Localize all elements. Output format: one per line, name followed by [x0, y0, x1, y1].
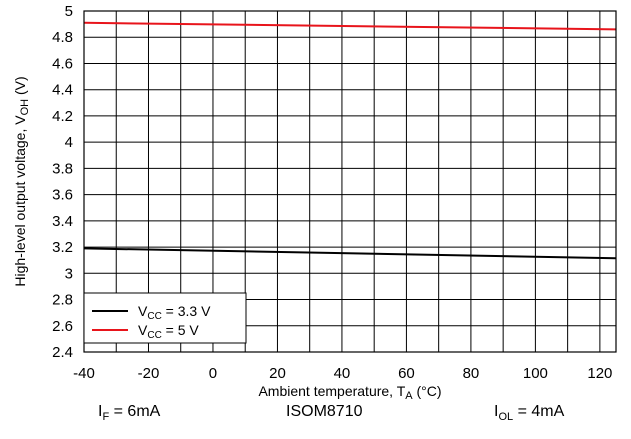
x-axis-label: Ambient temperature, TA (°C) [258, 383, 441, 402]
series-line-0 [83, 247, 617, 260]
y-tick-label: 3.4 [52, 213, 73, 230]
y-tick-label: 3.8 [52, 160, 73, 177]
y-tick-label: 4.4 [52, 82, 73, 99]
legend: VCC = 3.3 V VCC = 5 V [83, 292, 247, 344]
x-tick-label: 20 [269, 365, 286, 382]
x-tick-label: 60 [398, 365, 415, 382]
y-tick-labels: 2.4 2.6 2.8 3 3.2 3.4 3.6 3.8 4 4.2 4.4 4.6 4.8 5 [52, 3, 73, 361]
condition-output-current: IOL = 4mA [494, 403, 565, 424]
x-tick-label: -40 [73, 365, 95, 382]
series-lines [83, 21, 617, 260]
y-tick-label: 2.4 [52, 344, 73, 361]
legend-label-vcc-3v3: VCC = 3.3 V [138, 303, 211, 322]
y-tick-label: 4.2 [52, 108, 73, 125]
y-tick-label: 2.8 [52, 292, 73, 309]
legend-box [83, 292, 247, 344]
legend-label-vcc-5v: VCC = 5 V [138, 322, 199, 341]
x-tick-label: -20 [138, 365, 160, 382]
y-tick-label: 2.6 [52, 318, 73, 335]
condition-forward-current: IF = 6mA [98, 403, 161, 424]
x-tick-label: 80 [463, 365, 480, 382]
x-tick-label: 100 [523, 365, 548, 382]
x-tick-labels: -40 -20 0 20 40 60 80 100 120 [73, 365, 612, 382]
y-tick-label: 4.8 [52, 29, 73, 46]
y-tick-label: 3.2 [52, 239, 73, 256]
x-tick-label: 40 [334, 365, 351, 382]
y-axis-label: High-level output voltage, VOH (V) [12, 76, 31, 286]
condition-part-number: ISOM8710 [286, 403, 363, 420]
y-tick-label: 3.6 [52, 187, 73, 204]
x-tick-label: 120 [587, 365, 612, 382]
x-tick-label: 0 [209, 365, 217, 382]
series-line-1 [83, 21, 617, 31]
y-tick-label: 4.6 [52, 55, 73, 72]
y-tick-label: 3 [65, 265, 73, 282]
y-tick-label: 5 [65, 3, 73, 20]
y-tick-label: 4 [65, 134, 73, 151]
plot-frame [83, 10, 617, 353]
